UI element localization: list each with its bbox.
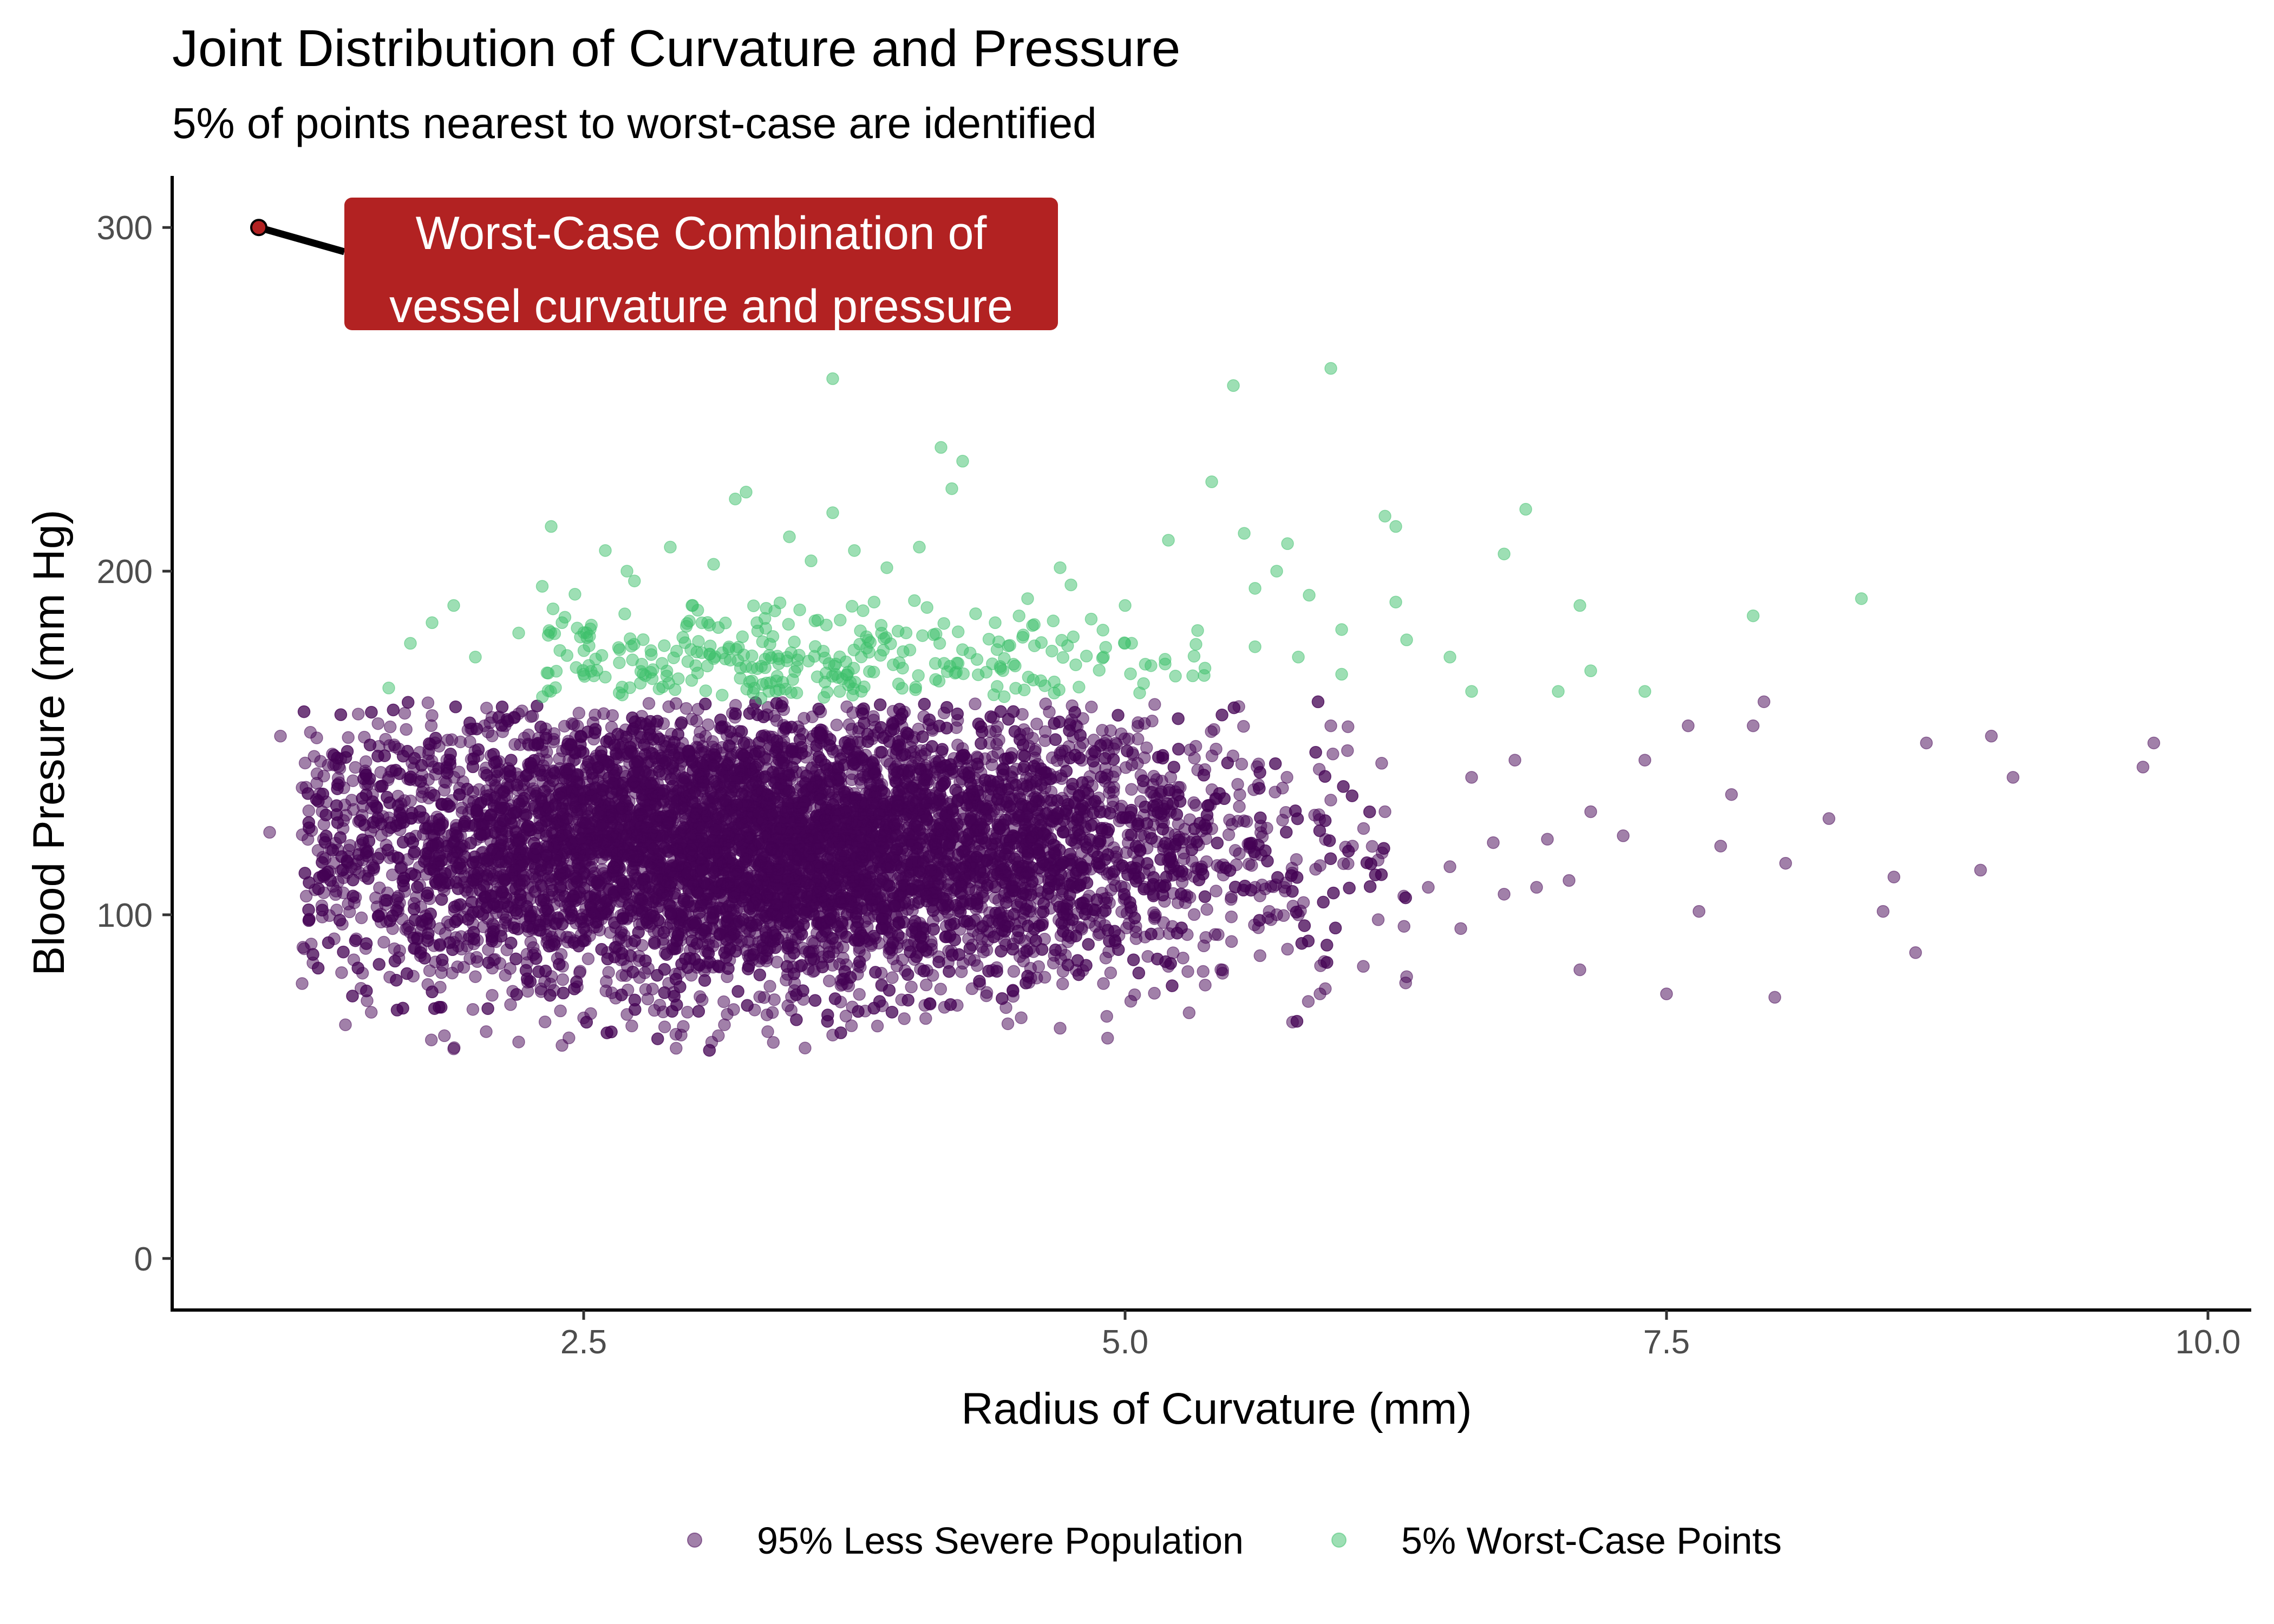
data-point: [1225, 935, 1238, 948]
data-point: [1371, 913, 1385, 926]
data-point: [302, 804, 316, 817]
data-point: [435, 966, 448, 979]
data-point: [364, 1006, 378, 1019]
data-point: [717, 995, 730, 1009]
data-point: [1314, 859, 1327, 872]
data-point: [556, 973, 570, 986]
data-point: [466, 1003, 480, 1016]
data-point: [886, 971, 899, 984]
data-point: [304, 726, 317, 739]
data-point: [554, 1004, 567, 1018]
data-point: [1324, 794, 1337, 807]
data-point: [445, 733, 459, 746]
data-point: [572, 706, 586, 720]
data-point: [934, 983, 948, 996]
data-point: [581, 952, 595, 965]
data-point: [504, 998, 517, 1011]
data-point: [1199, 978, 1212, 992]
data-point: [919, 1012, 932, 1025]
data-point: [1118, 732, 1131, 745]
data-point: [1253, 949, 1266, 962]
data-point: [1327, 748, 1339, 761]
data-point: [658, 1020, 671, 1033]
chart-title: Joint Distribution of Curvature and Pres…: [172, 19, 1180, 77]
data-point: [1038, 971, 1051, 984]
data-point: [1197, 939, 1211, 953]
data-point: [1148, 987, 1161, 1000]
data-point: [305, 938, 318, 951]
series-1: [263, 695, 2160, 1057]
data-point: [721, 1007, 734, 1021]
data-point: [371, 717, 384, 730]
data-point: [760, 1008, 774, 1021]
data-point: [424, 1033, 438, 1046]
data-point: [299, 889, 313, 903]
data-point: [1104, 966, 1118, 979]
data-point: [1138, 717, 1151, 730]
data-point: [499, 968, 512, 982]
data-point: [642, 697, 656, 710]
data-point: [669, 697, 683, 710]
data-point: [1375, 757, 1388, 770]
data-point: [298, 756, 312, 770]
data-point: [1015, 1011, 1028, 1024]
data-point: [1237, 720, 1250, 733]
chart-subtitle: 5% of points nearest to worst-case are i…: [172, 99, 1097, 147]
data-point: [871, 1019, 884, 1033]
data-point: [1007, 965, 1021, 978]
data-point: [1225, 910, 1238, 924]
data-point: [377, 935, 390, 949]
data-point: [1197, 965, 1210, 978]
data-point: [1148, 698, 1161, 711]
data-point: [457, 961, 471, 974]
data-point: [1200, 903, 1213, 916]
data-point: [1280, 771, 1293, 784]
data-point: [1032, 960, 1045, 973]
data-point: [1341, 744, 1354, 757]
data-point: [1233, 788, 1246, 801]
data-point: [1240, 815, 1253, 828]
data-point: [606, 709, 619, 722]
data-point: [1157, 916, 1170, 929]
data-point: [845, 1019, 858, 1032]
points-layer: [263, 362, 2160, 1057]
data-point: [1147, 906, 1160, 919]
data-point: [1085, 700, 1098, 713]
data-point: [830, 718, 844, 731]
data-point: [1182, 1006, 1196, 1019]
data-point: [351, 708, 365, 721]
data-point: [1210, 885, 1223, 898]
data-point: [971, 959, 984, 972]
data-point: [1341, 720, 1355, 734]
data-point: [383, 721, 397, 734]
data-point: [342, 731, 355, 744]
data-point: [839, 1010, 853, 1023]
data-point: [1125, 783, 1138, 796]
data-point: [1001, 1017, 1015, 1030]
data-point: [919, 978, 933, 992]
data-point: [1276, 782, 1289, 795]
data-point: [421, 696, 435, 709]
data-point: [670, 1042, 683, 1055]
data-point: [1225, 818, 1239, 831]
data-point: [768, 993, 781, 1006]
data-point: [1189, 798, 1203, 812]
data-point: [486, 988, 499, 1002]
data-point: [1099, 951, 1113, 965]
data-point: [625, 1019, 638, 1032]
data-point: [799, 1042, 812, 1055]
data-point: [343, 839, 357, 852]
